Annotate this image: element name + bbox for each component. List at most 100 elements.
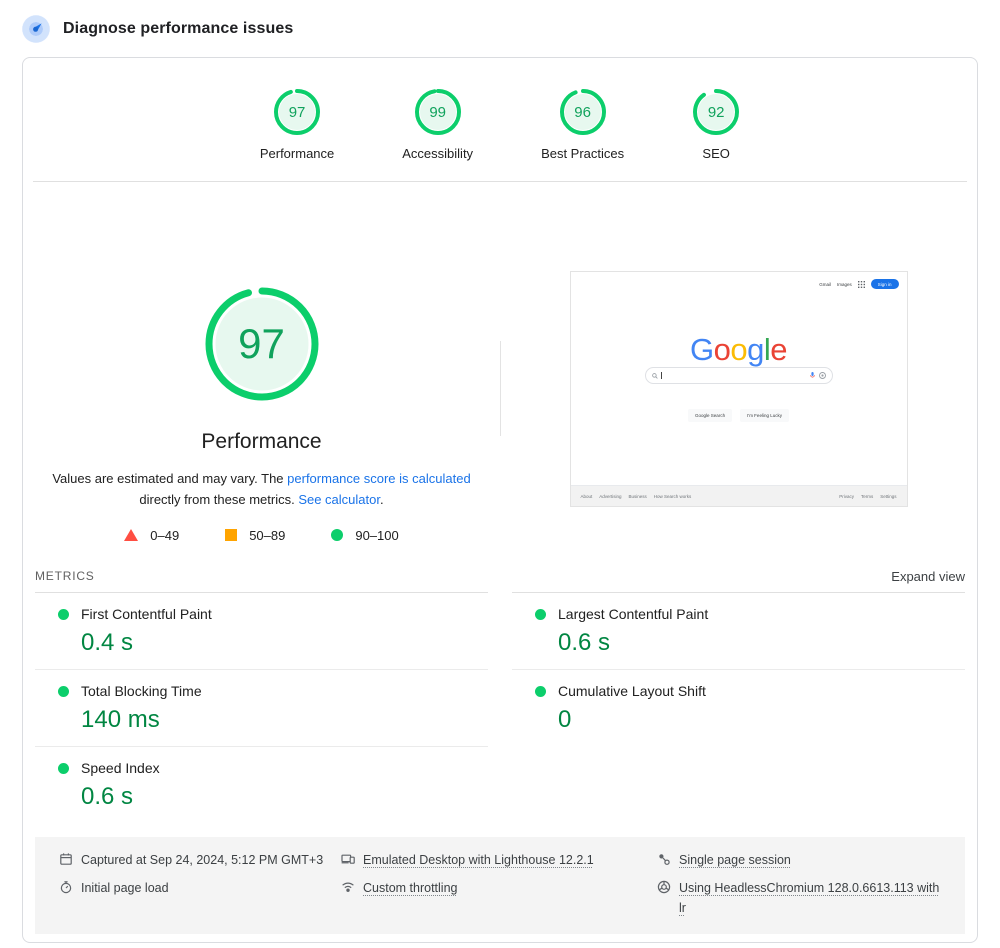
metric-name: Speed Index [81,759,160,776]
browser-version: Using HeadlessChromium 128.0.6613.113 wi… [657,879,941,918]
summary-gauge-performance[interactable]: 97 Performance [260,88,334,161]
mini-footer: About Advertising Business How Search works… [570,485,907,506]
column-divider [500,341,501,436]
score-gauge-ring [414,89,461,135]
score-value: 99 [429,103,446,121]
metric-value: 0 [558,705,572,733]
mini-footer-link: Terms [860,493,874,499]
metric-speed-index: Speed Index 0.6 s [35,747,488,823]
mini-footer-link: Advertising [599,493,622,499]
metric-name: Total Blocking Time [81,682,202,699]
score-value: 96 [574,103,591,121]
legend-range: 50–89 [249,527,286,543]
category-scores-row: 97 Performance 99 Accessibility 96 [23,58,977,181]
score-gauge-ring [693,89,740,135]
description-text: Values are estimated and may vary. The [52,471,288,486]
throttling-setting: Custom throttling [341,879,657,898]
mini-footer-link: Business [628,493,647,499]
session-link[interactable]: Single page session [679,852,791,867]
description-text: directly from these metrics. [139,492,299,508]
metric-value: 140 ms [81,705,160,733]
see-calculator-link[interactable]: See calculator [298,492,380,508]
pass-circle-icon [331,529,344,542]
category-label: Accessibility [402,146,474,161]
score-value: 92 [707,103,725,121]
session-nodes-icon [659,854,670,865]
browser-link[interactable]: Using HeadlessChromium 128.0.6613.113 wi… [679,881,940,915]
capture-time: Captured at Sep 24, 2024, 5:12 PM GMT+3 [59,851,341,870]
performance-section: 97 Performance Values are estimated and … [23,182,977,565]
mini-search-icon [651,372,658,379]
mini-google-search-button: Google Search [688,409,733,422]
logo-letter: e [770,332,787,367]
performance-score-column: 97 Performance Values are estimated and … [23,182,500,543]
mini-apps-grid-icon [857,280,865,288]
calendar-icon [60,853,72,865]
summary-gauge-seo[interactable]: 92 SEO [692,88,740,161]
metadata-column-3: Single page session Using HeadlessChromi… [657,851,941,918]
mini-footer-left-links: About Advertising Business How Search works [581,494,692,499]
pass-dot-icon [58,762,69,774]
score-gauge-ring [559,89,606,135]
devices-icon [341,854,355,864]
legend-range: 0–49 [150,527,180,543]
logo-letter: g [747,332,764,367]
metrics-heading: METRICS [35,569,95,584]
score-description: Values are estimated and may vary. The p… [39,468,485,511]
throttling-link[interactable]: Custom throttling [363,881,458,896]
score-calc-link[interactable]: performance score is calculated [287,471,471,486]
mini-search-bar [644,367,833,384]
logo-letter: o [713,332,731,367]
mini-footer-link: Privacy [839,493,854,499]
mini-footer-link: About [580,493,593,499]
mini-topbar: Gmail Images Sign in [819,279,899,289]
pass-dot-icon [58,685,69,697]
run-metadata-footer: Captured at Sep 24, 2024, 5:12 PM GMT+3 … [35,836,965,934]
mini-images-link: Images [836,281,852,287]
emulated-device: Emulated Desktop with Lighthouse 12.2.1 [341,851,657,870]
mini-sign-in-button: Sign in [870,279,899,289]
category-label: Performance [259,146,335,161]
mini-feeling-lucky-button: I'm Feeling Lucky [740,409,789,422]
mini-footer-link: How Search works [653,493,692,499]
performance-score-value: 97 [238,320,285,367]
mini-google-logo: Google [571,332,907,368]
logo-letter: G [689,332,714,367]
summary-gauge-best-practices[interactable]: 96 Best Practices [541,88,624,161]
score-legend: 0–49 50–89 90–100 [23,528,500,543]
metrics-grid: First Contentful Paint 0.4 s Total Block… [35,591,965,823]
legend-average: 50–89 [225,528,285,543]
metadata-column-2: Emulated Desktop with Lighthouse 12.2.1 … [341,851,657,918]
emulated-device-link[interactable]: Emulated Desktop with Lighthouse 12.2.1 [363,852,594,867]
legend-fail: 0–49 [124,528,179,543]
page-title: Diagnose performance issues [63,20,294,37]
metric-name: Cumulative Layout Shift [558,682,706,699]
performance-title: Performance [201,430,322,453]
chrome-icon [657,881,671,894]
mini-buttons-row: Google Search I'm Feeling Lucky [571,409,907,422]
mini-text-caret [660,372,662,379]
score-gauge-ring [274,89,321,135]
metric-first-contentful-paint: First Contentful Paint 0.4 s [35,593,488,670]
final-screenshot-thumbnail[interactable]: Gmail Images Sign in Google [569,271,908,507]
lighthouse-report-card: 97 Performance 99 Accessibility 96 [22,57,978,943]
network-throttle-icon [342,882,354,893]
stopwatch-icon [60,881,72,894]
metric-name: First Contentful Paint [81,605,212,622]
mini-mic-icon [809,372,815,378]
metrics-left-column: First Contentful Paint 0.4 s Total Block… [35,591,488,823]
legend-pass: 90–100 [331,528,399,543]
expand-view-button[interactable]: Expand view [891,568,965,584]
metric-largest-contentful-paint: Largest Contentful Paint 0.6 s [512,593,965,670]
metric-value: 0.6 s [558,628,611,656]
description-text: . [379,492,384,508]
pass-dot-icon [535,608,546,620]
logo-letter: o [730,332,748,367]
category-label: SEO [702,146,730,161]
metrics-right-column: Largest Contentful Paint 0.6 s Cumulativ… [512,591,965,823]
score-value: 97 [288,103,306,121]
logo-letter: l [763,332,771,367]
metric-name: Largest Contentful Paint [558,605,709,622]
summary-gauge-accessibility[interactable]: 99 Accessibility [402,88,473,161]
page-load-type: Initial page load [59,879,341,898]
